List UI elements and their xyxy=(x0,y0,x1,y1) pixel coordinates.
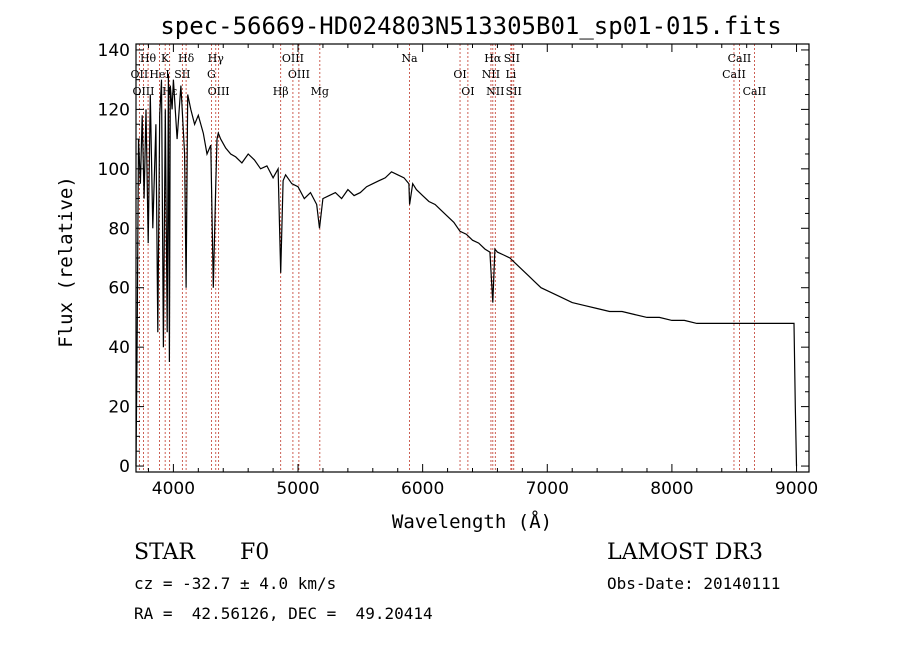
x-tick-label: 5000 xyxy=(276,479,319,499)
marker-label: CaII xyxy=(728,52,752,65)
velocity-text: cz = -32.7 ± 4.0 km/s xyxy=(134,574,337,593)
marker-label: SII xyxy=(504,52,520,65)
spectrum-chart: spec-56669-HD024803N513305B01_sp01-015.f… xyxy=(55,12,818,533)
marker-label: Mg xyxy=(311,85,329,98)
marker-label: SII xyxy=(506,85,522,98)
marker-labels: HθOIIOIIIKHeIHεHδSIIOIIIHγGHβOIIIOIIIMgN… xyxy=(131,52,767,98)
coords-text: RA = 42.56126, DEC = 49.20414 xyxy=(134,604,433,623)
marker-label: OII xyxy=(131,68,149,81)
y-axis-label: Flux (relative) xyxy=(55,176,77,348)
x-tick-label: 7000 xyxy=(526,479,569,499)
marker-label: SII xyxy=(174,68,190,81)
subclass-label: F0 xyxy=(240,540,270,565)
x-tick-label: 8000 xyxy=(650,479,693,499)
spectrum-series-line xyxy=(135,73,798,467)
class-label: STAR xyxy=(134,540,195,565)
marker-label: OI xyxy=(453,68,466,81)
chart-title: spec-56669-HD024803N513305B01_sp01-015.f… xyxy=(160,12,781,40)
marker-label: Hα xyxy=(484,52,502,65)
y-tick-label: 20 xyxy=(108,398,130,418)
marker-label: OIII xyxy=(288,68,310,81)
marker-label: OIII xyxy=(208,85,230,98)
marker-label: G xyxy=(207,68,216,81)
y-tick-label: 60 xyxy=(108,279,130,299)
marker-label: K xyxy=(161,52,170,65)
marker-label: CaII xyxy=(743,85,767,98)
y-tick-label: 140 xyxy=(98,41,130,61)
x-axis-label: Wavelength (Å) xyxy=(392,510,552,533)
survey-label: LAMOST DR3 xyxy=(607,540,763,565)
x-tick-label: 6000 xyxy=(401,479,444,499)
marker-label: HeI xyxy=(149,68,169,81)
marker-label: Hθ xyxy=(140,52,157,65)
y-tick-label: 40 xyxy=(108,338,130,358)
obs-date-text: Obs-Date: 20140111 xyxy=(607,574,781,593)
y-axis: 0 20 40 60 80 100 120 140 xyxy=(98,41,809,477)
marker-label: Hγ xyxy=(208,52,225,65)
x-tick-label: 9000 xyxy=(775,479,818,499)
marker-label: Li xyxy=(505,68,516,81)
marker-lines xyxy=(138,44,755,472)
marker-label: Na xyxy=(401,52,418,65)
marker-label: OIII xyxy=(282,52,304,65)
marker-label: OI xyxy=(461,85,474,98)
y-tick-label: 0 xyxy=(119,457,130,477)
x-axis: 4000 5000 6000 7000 8000 9000 xyxy=(147,44,818,499)
marker-label: Hβ xyxy=(273,85,289,98)
x-tick-label: 4000 xyxy=(152,479,195,499)
y-tick-label: 120 xyxy=(98,100,130,120)
y-tick-label: 100 xyxy=(98,160,130,180)
marker-label: CaII xyxy=(722,68,746,81)
y-tick-label: 80 xyxy=(108,219,130,239)
marker-label: NII xyxy=(486,85,504,98)
marker-label: NII xyxy=(482,68,500,81)
plot-frame xyxy=(135,43,810,473)
marker-label: Hδ xyxy=(178,52,195,65)
